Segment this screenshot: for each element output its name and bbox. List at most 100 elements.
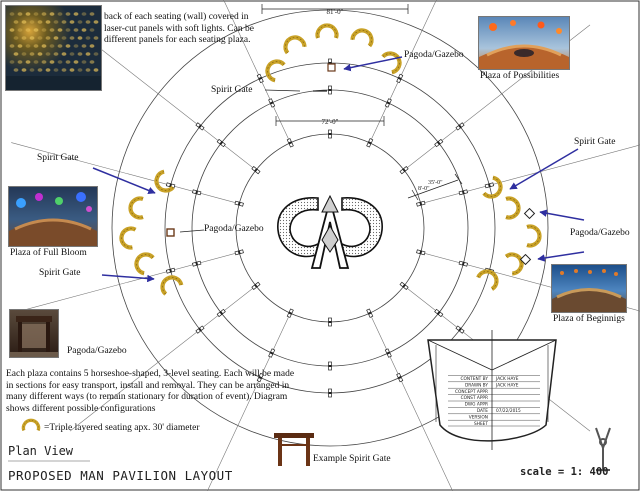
gate-tick [416,249,426,256]
pagoda-photo-label: Pagoda/Gazebo [67,346,127,356]
plaza-possibilities-label: Plaza of Possibilities [480,71,560,81]
horseshoe-seat [381,51,402,75]
title-block-row-value: JACK HAYE [495,382,519,388]
dimension-small-a-text: 8'-0" [418,186,430,192]
plaza-beginnings-photo [551,264,627,313]
horseshoe-seat [160,275,184,296]
pagoda-marker-top [327,63,336,72]
gate-tick [256,372,264,383]
gate-tick [484,182,495,189]
title-block-row-value: 07/22/2015 [496,408,521,414]
gate-tick [458,260,468,267]
plaza-full-bloom-label: Plaza of Full Bloom [10,248,87,258]
gate-tick [384,98,392,108]
gate-tick [434,308,444,318]
gate-tick [256,73,264,84]
gate-tick [165,182,176,189]
gate-tick [328,361,332,371]
horseshoe-seating-group [119,23,542,296]
pagoda-marker-right-b [519,253,532,266]
seating-legend-text: =Triple layered seating apx. 30' diamete… [44,423,200,433]
gate-tick [216,138,226,148]
horseshoe-seat [504,252,524,276]
radial-spoke [69,285,257,432]
pavilion-logo-icon [595,427,611,471]
horseshoe-seat [128,196,144,220]
gate-tick [192,260,202,267]
radial-spoke [420,144,640,204]
spirit-gate-left-label: Spirit Gate [37,153,79,163]
plaza-possibilities-photo [478,16,570,70]
gate-tick [458,189,468,196]
wall-panel-note: back of each seating (wall) covered in l… [104,12,254,45]
horseshoe-seat [21,418,41,431]
dimension-lines [261,4,463,201]
horseshoe-seat [350,28,374,48]
wall-panel-photo [5,5,102,91]
gate-tick [328,317,332,327]
gate-tick [366,308,374,318]
gate-tick [396,73,404,84]
radial-spoke [207,313,291,491]
gate-tick [251,281,261,291]
horseshoe-seat [505,196,521,220]
gate-tick [399,281,409,291]
horseshoe-seat [526,224,542,248]
radial-spoke [223,0,291,143]
dimension-small-b-text: 35'-0" [428,180,443,186]
horseshoe-seat [154,169,175,193]
page-title: PROPOSED MAN PAVILION LAYOUT [8,468,233,483]
gate-tick [165,267,176,274]
title-block-row-label: DRAWN BY [465,382,488,388]
gate-tick [455,325,465,334]
plaza-description-note: Each plaza contains 5 horseshoe-shaped, … [6,369,295,414]
gate-tick [234,249,244,256]
gate-tick [195,325,205,334]
title-block-row-label: VERSION [469,414,488,420]
gate-tick [328,388,332,398]
gate-tick [286,308,294,318]
gate-tick [416,200,426,207]
radial-spoke [369,313,453,491]
gate-tick [234,200,244,207]
central-man-emblem [277,194,383,269]
plaza-full-bloom-photo [8,186,98,247]
title-block-row-label: CONST APPR [461,395,488,401]
horseshoe-seat [482,175,503,199]
horseshoe-seat [119,226,137,250]
radial-spoke [11,142,240,204]
gate-tick [328,129,332,139]
spirit-gate-right-label: Spirit Gate [574,137,616,147]
title-block-row-label: DATE [477,408,488,414]
title-block-row-label: SHEET [474,421,488,427]
title-block-row-label: DWG APPR [465,402,488,408]
gate-tick [328,85,332,95]
horseshoe-seat [476,269,499,291]
pagoda-marker-right-a [523,207,536,220]
gate-tick [216,308,226,318]
example-spirit-gate-drawing [274,433,314,466]
gate-tick [455,122,465,131]
horseshoe-seat [283,35,307,55]
gate-tick [434,138,444,148]
dimension-inner-text: 72'-0" [322,118,339,126]
callout-arrows [92,56,585,283]
dimension-outer-text: 81'-0" [327,8,344,16]
gate-tick [192,189,202,196]
title-block-row-value: JACK HAYE [495,376,519,382]
pagoda-gazebo-photo [9,309,59,358]
pagoda-right-label: Pagoda/Gazebo [570,228,630,238]
gate-tick [396,372,404,383]
pagoda-marker-left [166,228,175,237]
horseshoe-seat [315,23,339,39]
spirit-gate-lower-left-label: Spirit Gate [39,268,81,278]
gate-tick [399,165,409,175]
radial-spoke [369,0,437,143]
radial-spoke [11,252,240,314]
example-gate-label: Example Spirit Gate [313,454,391,464]
plaza-beginnings-label: Plaza of Beginnigs [553,314,625,324]
horseshoe-seat [134,252,155,276]
plan-view-heading: Plan View [8,444,74,458]
